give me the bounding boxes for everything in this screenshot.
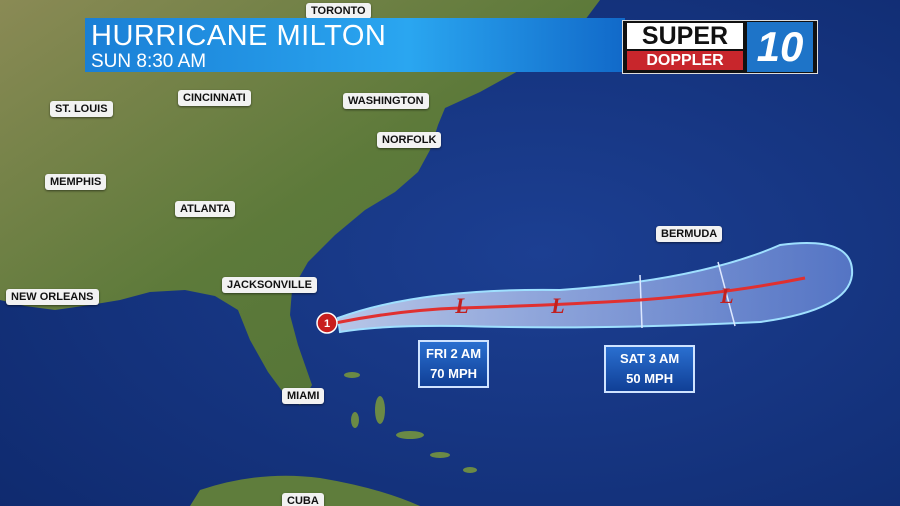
city-label: ST. LOUIS (50, 101, 113, 117)
title-bar: HURRICANE MILTON SUN 8:30 AM (85, 18, 625, 72)
station-logo: SUPER DOPPLER 10 (622, 20, 818, 74)
logo-line1: SUPER (627, 23, 743, 49)
cone-divider (639, 274, 643, 329)
city-label: CUBA (282, 493, 324, 506)
city-label: ATLANTA (175, 201, 236, 217)
city-label: NEW ORLEANS (6, 289, 99, 305)
city-label: CINCINNATI (178, 90, 251, 106)
cone-divider (717, 261, 736, 327)
forecast-time: SAT 3 AM (620, 351, 680, 366)
city-label: BERMUDA (656, 226, 723, 242)
city-label: MIAMI (282, 388, 325, 404)
forecast-wind: 70 MPH (430, 366, 478, 381)
city-label: NORFOLK (377, 132, 442, 148)
city-label: JACKSONVILLE (222, 277, 317, 293)
logo-line2: DOPPLER (627, 51, 743, 70)
city-label: TORONTO (306, 3, 371, 19)
forecast-cone (336, 242, 854, 334)
low-marker: L (719, 283, 733, 308)
storm-icon (316, 312, 338, 334)
city-label: MEMPHIS (45, 174, 107, 190)
forecast-wind: 50 MPH (626, 371, 674, 386)
land (0, 0, 600, 405)
city-label: WASHINGTON (343, 93, 429, 109)
forecast-box: SAT 3 AM 50 MPH (604, 345, 696, 393)
subtitle: SUN 8:30 AM (91, 51, 207, 72)
cuba (190, 475, 420, 506)
forecast-box: FRI 2 AM 70 MPH (418, 340, 490, 388)
storm-category: 1 (324, 318, 330, 330)
bahamas (344, 372, 477, 473)
storm-track (334, 276, 806, 325)
forecast-time: FRI 2 AM (426, 346, 482, 361)
low-marker: L (454, 293, 468, 318)
title: HURRICANE MILTON (91, 20, 387, 52)
low-marker: L (550, 293, 564, 318)
logo-channel: 10 (747, 22, 813, 72)
